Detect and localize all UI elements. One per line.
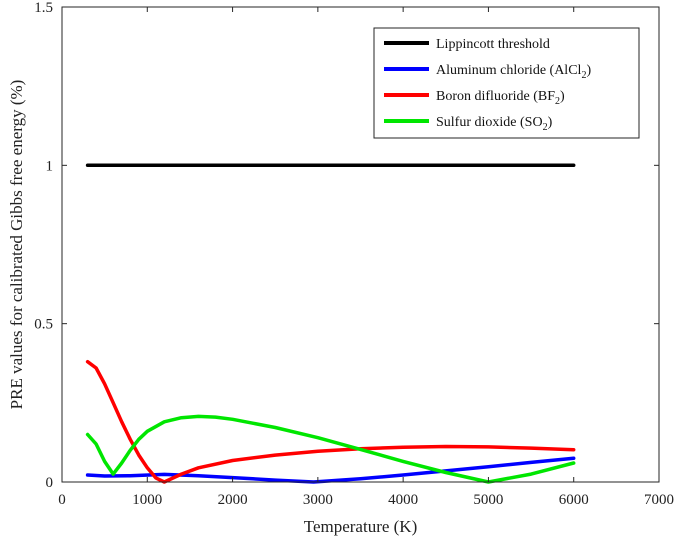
legend-label-main: Boron difluoride (BF bbox=[436, 89, 555, 104]
x-axis-title: Temperature (K) bbox=[304, 517, 418, 536]
legend-label-suffix: ) bbox=[586, 63, 591, 78]
x-tick-label: 0 bbox=[58, 492, 66, 508]
y-tick-label: 1 bbox=[46, 158, 54, 174]
x-tick-label: 3000 bbox=[303, 492, 333, 508]
y-tick-label: 0.5 bbox=[34, 317, 53, 333]
legend-label-3: Sulfur dioxide (SO2) bbox=[436, 115, 553, 133]
legend-label-2: Boron difluoride (BF2) bbox=[436, 89, 565, 107]
legend-label-1: Aluminum chloride (AlCl2) bbox=[436, 63, 591, 81]
y-tick-label: 0 bbox=[46, 475, 54, 491]
series-lines bbox=[85, 163, 576, 484]
x-tick-label: 4000 bbox=[388, 492, 418, 508]
legend-label-0: Lippincott threshold bbox=[436, 37, 550, 52]
series-line-3 bbox=[85, 414, 576, 484]
legend-label-main: Sulfur dioxide (SO bbox=[436, 115, 543, 130]
legend-label-main: Aluminum chloride (AlCl bbox=[436, 63, 582, 78]
x-tick-label: 6000 bbox=[559, 492, 589, 508]
legend-label-suffix: ) bbox=[548, 115, 553, 130]
axis-ticks: 0 1000 2000 3000 4000 5000 6000 7000 0 0.5 1 1.5 bbox=[34, 0, 674, 508]
plot-frame bbox=[61, 6, 660, 483]
legend-label-subscript: 2 bbox=[555, 96, 560, 107]
legend-label-subscript: 2 bbox=[581, 70, 586, 81]
legend-label-subscript: 2 bbox=[543, 122, 548, 133]
legend-label-main: Lippincott threshold bbox=[436, 37, 550, 52]
legend-label-suffix: ) bbox=[560, 89, 565, 104]
legend: Lippincott threshold Aluminum chloride (A… bbox=[373, 27, 640, 139]
x-tick-label: 5000 bbox=[473, 492, 503, 508]
series-line-1 bbox=[85, 456, 576, 484]
y-tick-label: 1.5 bbox=[34, 0, 53, 16]
y-axis-title: PRE values for calibrated Gibbs free ene… bbox=[7, 80, 26, 410]
x-tick-label: 1000 bbox=[132, 492, 162, 508]
x-tick-label: 7000 bbox=[644, 492, 674, 508]
x-tick-label: 2000 bbox=[218, 492, 248, 508]
series-line-2 bbox=[85, 359, 576, 484]
